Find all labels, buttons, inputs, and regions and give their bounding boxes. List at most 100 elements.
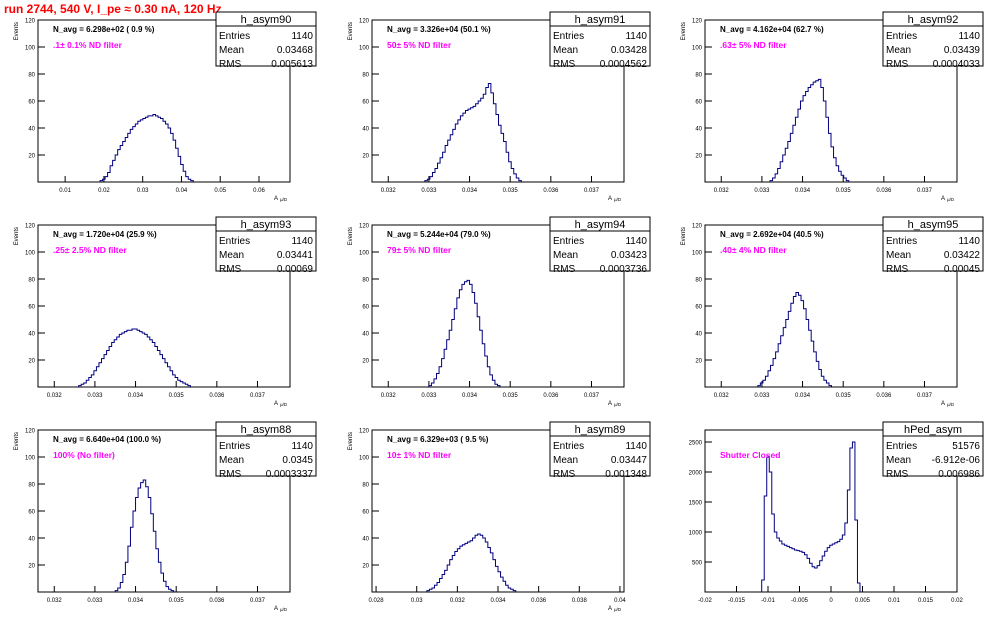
stats-key: Mean <box>553 455 578 466</box>
y-tick-label: 20 <box>362 564 369 570</box>
y-tick-label: 40 <box>695 332 702 338</box>
stats-title: h_asym93 <box>241 219 292 231</box>
x-tick-label: 0.034 <box>128 393 144 399</box>
y-tick-label: 80 <box>362 73 369 79</box>
panel-h_asym92: 20 40 60 80 100 120 0.032 0.033 0.034 0.035 0.036 0… <box>681 11 984 202</box>
navg-label: N_avg = 5.244e+04 (79.0 %) <box>387 230 491 239</box>
y-tick-label: 40 <box>362 537 369 543</box>
stats-key: RMS <box>886 264 909 275</box>
y-tick-label: 100 <box>25 251 36 257</box>
y-tick-label: 120 <box>359 19 370 25</box>
y-tick-label: 40 <box>28 127 35 133</box>
stats-value: 1140 <box>958 31 980 42</box>
histogram-line <box>99 114 194 182</box>
navg-label: N_avg = 1.720e+04 (25.9 %) <box>53 230 157 239</box>
y-tick-label: 100 <box>25 46 36 52</box>
x-tick-label: 0.036 <box>531 598 547 604</box>
x-tick-label: 0.032 <box>381 188 397 194</box>
x-axis-subscript: μ/D <box>947 197 955 202</box>
stats-value: 0.0004033 <box>933 59 981 70</box>
x-tick-label: 0.03 <box>137 188 149 194</box>
x-tick-label: 0.032 <box>381 393 397 399</box>
histogram-line <box>769 78 850 182</box>
stats-value: 0.005613 <box>271 59 313 70</box>
x-tick-label: 0.05 <box>214 188 226 194</box>
stats-value: 0.03439 <box>944 45 981 56</box>
panel-h_asym89: 20 40 60 80 100 120 0.028 0.03 0.032 0.034 0.036 0.… <box>348 421 651 612</box>
x-tick-label: 0.02 <box>98 188 110 194</box>
stats-value: 1140 <box>625 441 647 452</box>
x-axis-subscript: μ/D <box>280 197 288 202</box>
x-axis-title: A <box>608 606 612 612</box>
x-tick-label: 0.028 <box>369 598 385 604</box>
panel-h_asym88: 20 40 60 80 100 120 0.032 0.033 0.034 0.035 0.036 0… <box>14 421 317 612</box>
panel-h_asym94: 20 40 60 80 100 120 0.032 0.033 0.034 0.035 0.036 0… <box>348 216 651 407</box>
y-axis-title: Events <box>348 22 354 40</box>
y-tick-label: 20 <box>362 154 369 160</box>
x-tick-label: 0.033 <box>421 188 437 194</box>
y-tick-label: 60 <box>362 305 369 311</box>
stats-title: h_asym90 <box>241 14 292 26</box>
x-tick-label: 0.015 <box>918 598 934 604</box>
x-tick-label: 0.037 <box>917 393 933 399</box>
stats-box <box>882 421 984 477</box>
histogram-line <box>761 441 861 592</box>
x-tick-label: 0.032 <box>714 393 730 399</box>
stats-value: 0.03422 <box>944 250 981 261</box>
x-tick-label: 0.033 <box>421 393 437 399</box>
x-tick-label: 0.033 <box>754 393 770 399</box>
filter-annotation: 100% (No filter) <box>53 450 115 460</box>
y-tick-label: 100 <box>359 251 370 257</box>
x-tick-label: 0.034 <box>490 598 506 604</box>
x-tick-label: 0.06 <box>253 188 265 194</box>
stats-key: RMS <box>553 264 576 275</box>
y-tick-label: 40 <box>28 537 35 543</box>
stats-key: RMS <box>219 469 242 480</box>
x-tick-label: 0.034 <box>795 393 811 399</box>
x-tick-label: 0.035 <box>503 393 519 399</box>
x-tick-label: 0.03 <box>411 598 423 604</box>
navg-label: N_avg = 6.298e+02 ( 0.9 %) <box>53 25 155 34</box>
stats-key: Entries <box>886 441 917 452</box>
stats-value: 51576 <box>952 441 980 452</box>
stats-title: h_asym89 <box>575 424 626 436</box>
stats-key: RMS <box>553 469 576 480</box>
x-tick-label: 0.033 <box>87 598 103 604</box>
stats-key: RMS <box>886 59 909 70</box>
y-tick-label: 120 <box>692 19 703 25</box>
x-tick-label: 0.038 <box>572 598 588 604</box>
stats-key: Entries <box>553 31 584 42</box>
stats-key: RMS <box>886 469 909 480</box>
stats-value: 1140 <box>625 31 647 42</box>
x-tick-label: 0.035 <box>836 188 852 194</box>
x-tick-label: 0.036 <box>543 393 559 399</box>
y-tick-label: 40 <box>362 127 369 133</box>
panel-h_asym95: 20 40 60 80 100 120 0.032 0.033 0.034 0.035 0.036 0… <box>681 216 984 407</box>
y-tick-label: 20 <box>695 154 702 160</box>
stats-box <box>882 11 984 67</box>
y-axis-title: Events <box>681 227 687 245</box>
stats-box <box>549 421 651 477</box>
stats-key: Entries <box>553 236 584 247</box>
stats-key: RMS <box>219 59 242 70</box>
x-tick-label: 0.032 <box>714 188 730 194</box>
x-axis-title: A <box>608 401 612 407</box>
stats-title: hPed_asym <box>904 424 962 436</box>
stats-value: 0.03423 <box>611 250 648 261</box>
y-axis-title: Events <box>348 227 354 245</box>
x-tick-label: 0.037 <box>584 188 600 194</box>
x-tick-label: 0.035 <box>169 393 185 399</box>
stats-value: 0.0003736 <box>600 264 648 275</box>
y-tick-label: 2500 <box>689 441 703 447</box>
stats-key: Mean <box>219 250 244 261</box>
x-tick-label: 0.036 <box>209 393 225 399</box>
y-tick-label: 100 <box>359 456 370 462</box>
x-tick-label: 0.037 <box>917 188 933 194</box>
y-tick-label: 120 <box>359 224 370 230</box>
x-axis-title: A <box>274 606 278 612</box>
y-tick-label: 80 <box>28 73 35 79</box>
histogram-line <box>428 279 501 387</box>
y-tick-label: 60 <box>28 305 35 311</box>
x-tick-label: 0.005 <box>855 598 871 604</box>
stats-title: h_asym88 <box>241 424 292 436</box>
